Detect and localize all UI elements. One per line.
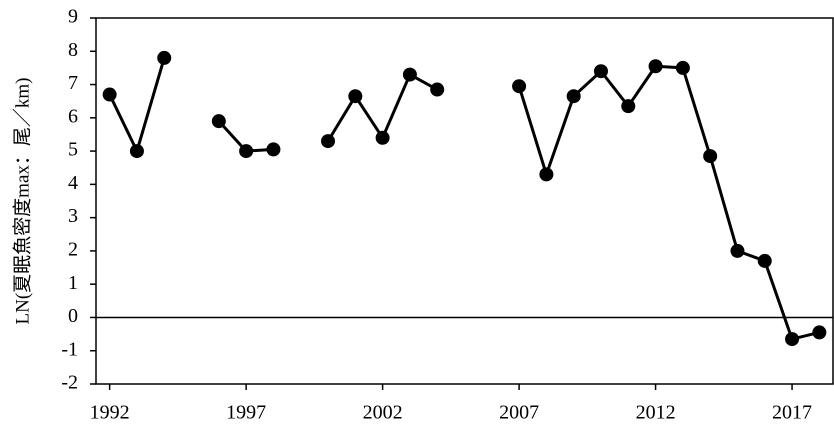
data-point	[239, 144, 254, 159]
data-point	[512, 79, 527, 94]
plot-frame	[95, 17, 834, 385]
data-point	[675, 60, 690, 75]
x-tick-label: 2017	[772, 402, 812, 424]
y-axis-label: LN(夏眠魚密度max：尾／km)	[11, 78, 33, 325]
data-point	[539, 167, 554, 182]
data-point	[102, 87, 117, 102]
x-tick-label: 2007	[499, 402, 539, 424]
data-point	[730, 243, 745, 258]
x-tick-label: 2002	[363, 402, 403, 424]
y-tick-label: 7	[68, 72, 78, 94]
y-tick-label: 6	[68, 105, 78, 127]
data-point	[157, 50, 172, 65]
y-tick-label: 3	[68, 205, 78, 227]
data-point	[402, 67, 417, 82]
data-point	[211, 114, 226, 129]
data-point	[757, 253, 772, 268]
data-point	[266, 142, 281, 157]
y-tick-label: 0	[68, 305, 78, 327]
data-point	[566, 89, 581, 104]
data-point	[812, 325, 827, 340]
y-tick-label: -1	[61, 338, 78, 360]
data-point	[375, 130, 390, 145]
y-tick-label: 9	[68, 6, 78, 28]
x-tick-label: 1997	[226, 402, 266, 424]
y-tick-label: 1	[68, 272, 78, 294]
data-point	[348, 89, 363, 104]
data-point	[703, 149, 718, 164]
x-tick-label: 2012	[636, 402, 676, 424]
data-point	[785, 332, 800, 347]
y-tick-label: 8	[68, 39, 78, 61]
data-point	[430, 82, 445, 97]
data-point	[129, 144, 144, 159]
y-tick-label: 5	[68, 139, 78, 161]
y-tick-label: 2	[68, 239, 78, 261]
data-point	[621, 99, 636, 114]
data-point	[648, 59, 663, 74]
x-tick-label: 1992	[90, 402, 130, 424]
y-tick-label: -2	[61, 372, 78, 394]
y-tick-label: 4	[68, 172, 78, 194]
data-point	[593, 64, 608, 79]
data-point	[321, 134, 336, 149]
series-line	[108, 57, 820, 341]
